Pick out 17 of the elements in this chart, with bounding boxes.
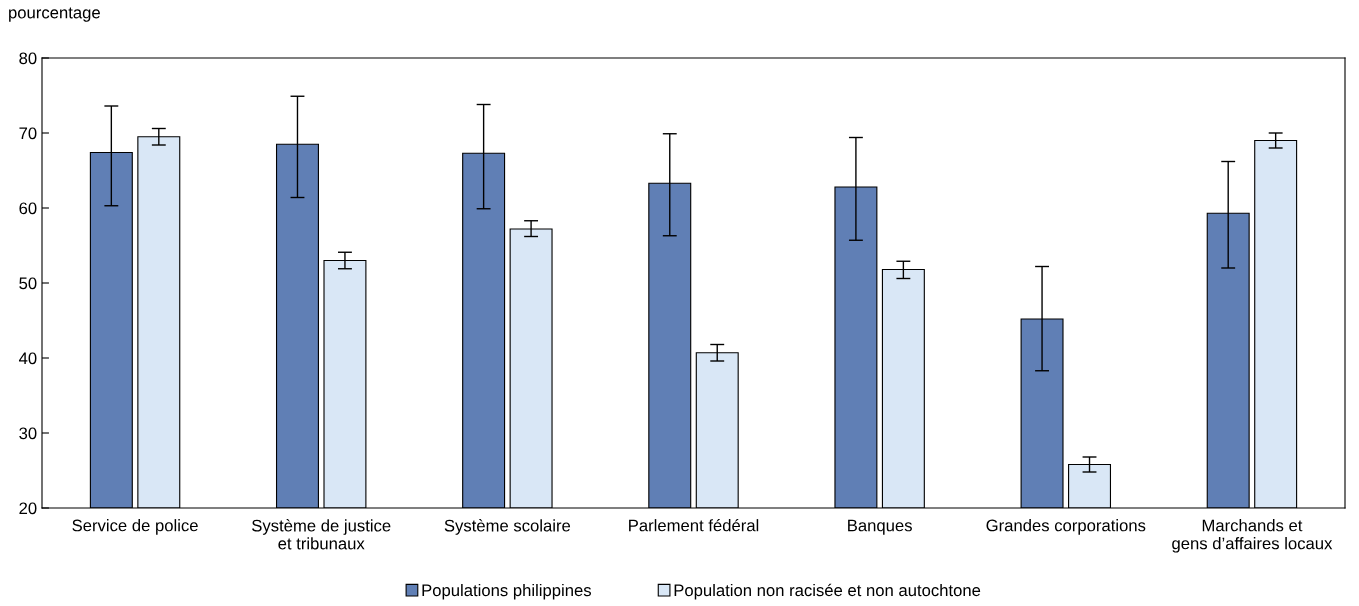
y-tick-label: 70 <box>19 127 37 140</box>
y-tick-label: 30 <box>19 427 37 440</box>
legend-label: Populations philippines <box>422 583 592 600</box>
x-tick-label: Parlement fédéral <box>629 518 759 532</box>
x-tick-label: Système de justice et tribunaux <box>252 519 391 550</box>
legend-label: Population non racisée et non autochtone <box>674 583 981 600</box>
x-tick-label: Grandes corporations <box>986 519 1146 535</box>
y-tick-label: 20 <box>19 502 37 515</box>
y-tick-label: 50 <box>19 277 37 290</box>
y-tick-label: 80 <box>19 52 37 65</box>
x-tick-label: Marchands et gens d’affaires locaux <box>1172 519 1333 553</box>
y-tick-label: 60 <box>19 202 37 215</box>
x-tick-label: Système scolaire <box>444 519 571 535</box>
x-tick-label: Service de police <box>72 519 198 535</box>
y-tick-label: 40 <box>18 352 37 365</box>
x-tick-label: Banques <box>848 519 912 535</box>
y-axis-title: pourcentage <box>9 7 100 22</box>
